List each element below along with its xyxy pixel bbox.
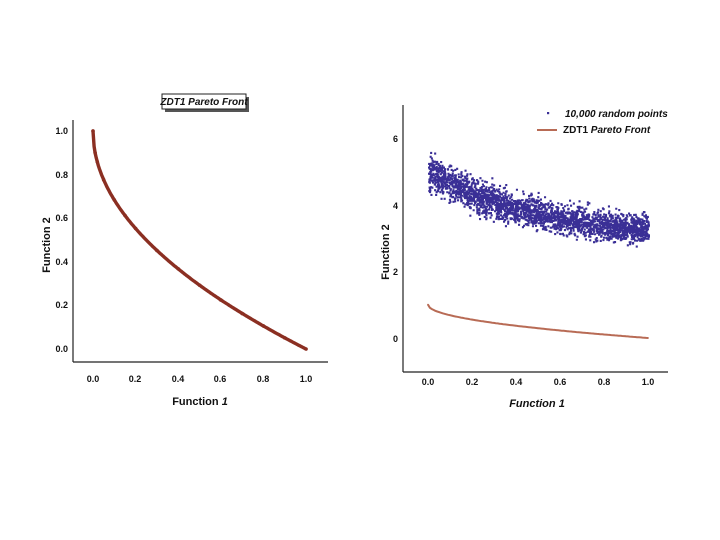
random-points-cloud (428, 151, 650, 248)
chart-left-x-ticks: 0.0 0.2 0.4 0.6 0.8 1.0 (87, 374, 313, 384)
pareto-point (197, 283, 202, 287)
pareto-line-point (427, 303, 429, 306)
chart-right-y-label: Function 2 (380, 224, 392, 280)
pareto-line-point (537, 327, 539, 330)
chart-left-ytick-label: 1.0 (55, 126, 68, 136)
pareto-point (101, 178, 106, 182)
chart-right: 0 2 4 6 0.0 0.2 0.4 0.6 0.8 1.0 Function… (380, 105, 668, 410)
chart-left-plot-area (91, 129, 308, 351)
pareto-point (282, 336, 287, 340)
legend-marker-random (547, 112, 550, 115)
chart-left-title-box: ZDT1 Pareto Front (159, 93, 249, 112)
chart-right-ytick-label: 0 (393, 334, 398, 344)
chart-left-xtick-label: 0.4 (172, 374, 185, 384)
pareto-line-point (581, 331, 583, 334)
chart-right-ytick-label: 4 (393, 201, 398, 211)
pareto-point (176, 266, 180, 271)
pareto-point (304, 347, 308, 351)
title-frame (161, 93, 247, 110)
pareto-line-point (647, 337, 649, 339)
chart-right-xtick-label: 1.0 (642, 377, 655, 387)
chart-left-x-label: Function 1 (172, 396, 228, 408)
pareto-point (261, 324, 266, 328)
chart-right-line-area (427, 303, 649, 339)
pareto-point (91, 129, 95, 133)
chart-left-title: ZDT1 Pareto Front (159, 97, 248, 108)
chart-right-x-ticks: 0.0 0.2 0.4 0.6 0.8 1.0 (422, 377, 655, 387)
pareto-line-point (429, 307, 432, 309)
pareto-point (219, 298, 223, 302)
x-label-word: Function (509, 398, 556, 410)
chart-right-xtick-label: 0.2 (466, 377, 479, 387)
chart-left-ytick-label: 0.0 (55, 344, 68, 354)
chart-left-xtick-label: 0.8 (257, 374, 270, 384)
legend-label-pareto: ZDT1 Pareto Front (563, 125, 651, 136)
chart-left-y-ticks: 0.0 0.2 0.4 0.6 0.8 1.0 (55, 126, 68, 354)
pareto-line-point (515, 324, 517, 327)
legend-label-pareto-prefix: ZDT1 (563, 125, 588, 136)
chart-left-y-label: Function 2 (41, 217, 53, 273)
chart-left-ytick-label: 0.4 (55, 257, 68, 267)
chart-right-legend: 10,000 random points ZDT1 Pareto Front (537, 109, 668, 136)
chart-left-xtick-label: 0.0 (87, 374, 100, 384)
chart-right-ytick-label: 2 (393, 267, 398, 277)
pareto-line-point (493, 322, 495, 324)
x-label-num: 1 (559, 398, 565, 410)
pareto-line-point (438, 311, 440, 314)
chart-right-ytick-label: 6 (393, 134, 398, 144)
pareto-line-point (625, 335, 627, 338)
pareto-line-point (559, 329, 561, 332)
chart-right-x-label: Function 1 (509, 398, 565, 410)
pareto-point (112, 198, 117, 202)
chart-left-xtick-label: 0.2 (129, 374, 142, 384)
pareto-line-point (603, 333, 605, 336)
pareto-point (240, 311, 244, 316)
chart-left-ytick-label: 0.8 (55, 170, 68, 180)
chart-left: ZDT1 Pareto Front 0.0 0.2 0.4 0.6 0.8 1.… (41, 93, 328, 408)
x-label-word: Function (172, 396, 219, 408)
chart-right-xtick-label: 0.0 (422, 377, 435, 387)
pareto-point (133, 226, 138, 231)
pareto-point (93, 151, 97, 155)
chart-right-scatter-area (428, 151, 650, 248)
pareto-front-line (427, 304, 649, 339)
pareto-line-point (471, 318, 473, 321)
pareto-point (155, 248, 159, 253)
chart-right-xtick-label: 0.4 (510, 377, 523, 387)
chart-right-y-ticks: 0 2 4 6 (393, 134, 398, 344)
chart-left-xtick-label: 0.6 (214, 374, 227, 384)
chart-left-ytick-label: 0.6 (55, 213, 68, 223)
chart-left-xtick-label: 1.0 (300, 374, 313, 384)
legend-label-pareto-suffix: Pareto Front (591, 125, 651, 136)
chart-left-ytick-label: 0.2 (55, 300, 68, 310)
legend-label-random: 10,000 random points (565, 109, 668, 120)
x-label-num: 1 (222, 396, 228, 408)
chart-right-xtick-label: 0.6 (554, 377, 567, 387)
chart-right-xtick-label: 0.8 (598, 377, 611, 387)
pareto-front-curve (91, 129, 308, 351)
pareto-point (95, 159, 100, 164)
pareto-line-point (449, 314, 451, 317)
pareto-point (123, 213, 127, 218)
